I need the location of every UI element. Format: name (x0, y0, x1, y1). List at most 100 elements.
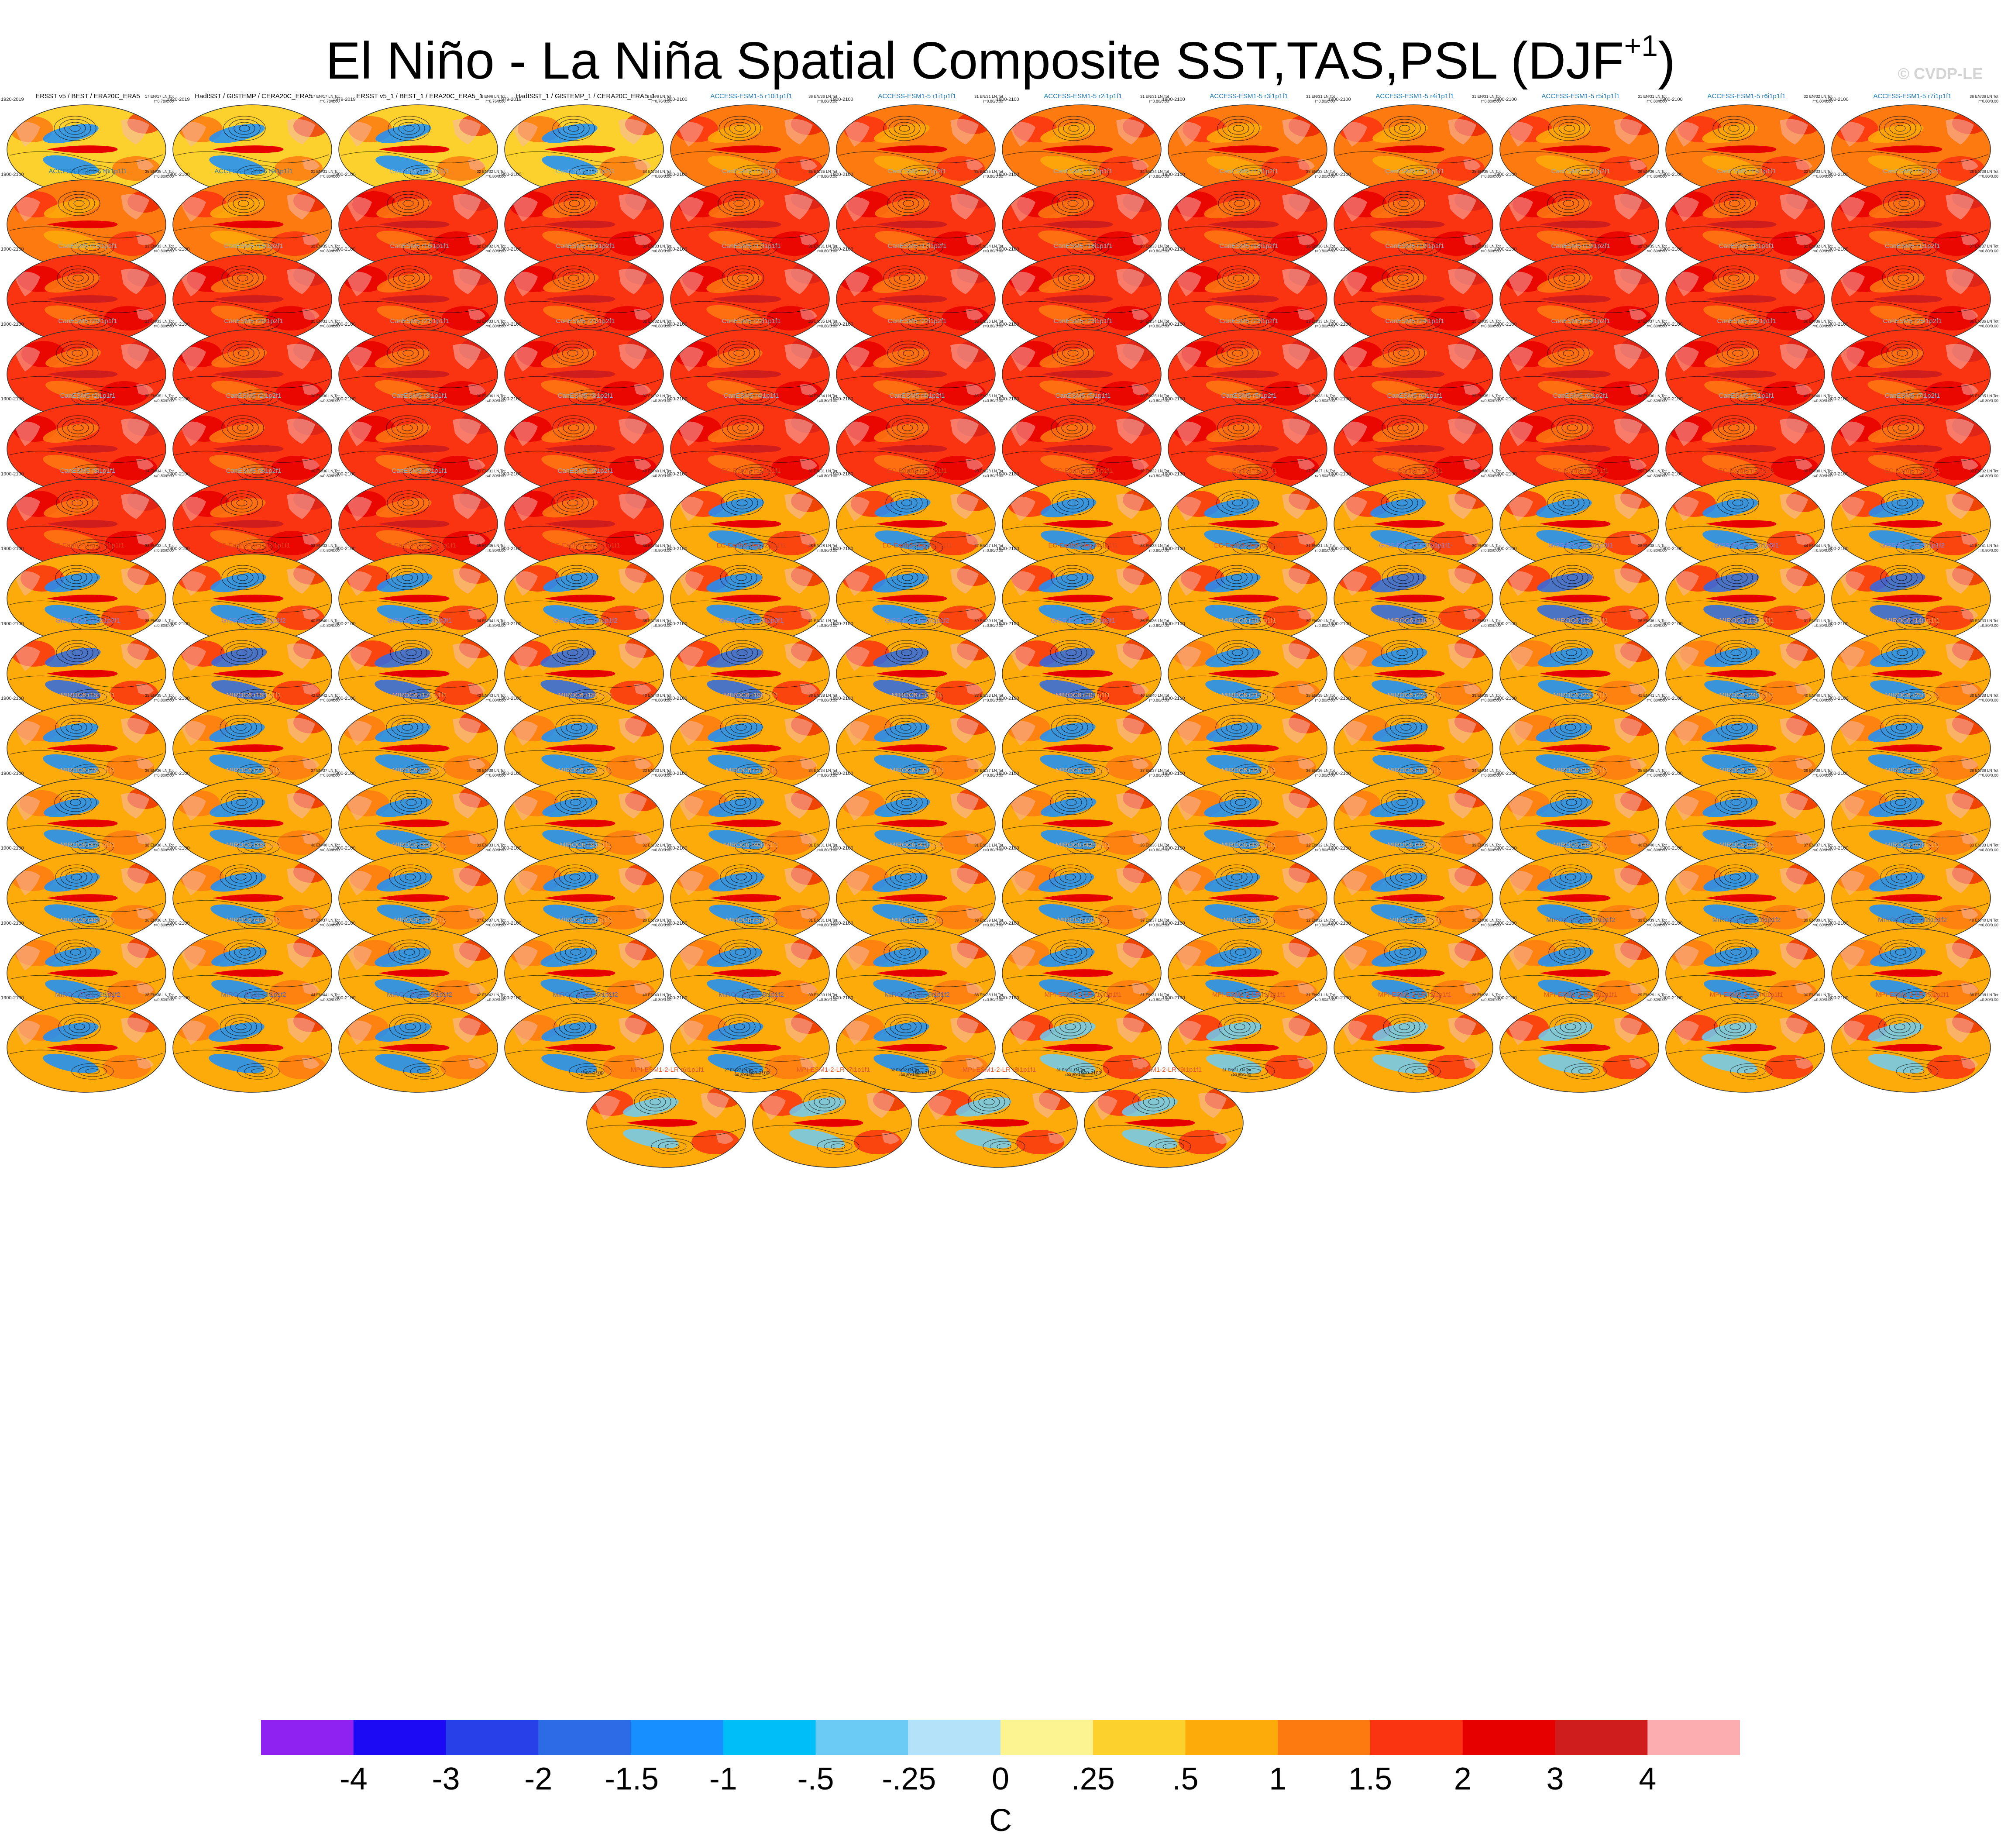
panel-title: MIROC6 r2i1p1f1 (725, 766, 777, 774)
panel-title: MIROC6 r35i1p1f1 (1719, 766, 1774, 774)
psl-contour (1668, 526, 1822, 538)
map-svg (670, 928, 830, 1018)
psl-contour (583, 320, 598, 326)
land-mass (1946, 718, 1974, 743)
map-svg (1499, 104, 1659, 194)
colorbar-tick-label: -1.5 (605, 1762, 659, 1796)
psl-contour (1060, 946, 1082, 958)
psl-contour (1412, 170, 1427, 176)
land-mass (180, 421, 206, 446)
psl-contour (231, 496, 253, 509)
psl-contour (244, 1066, 273, 1077)
psl-contour (175, 600, 330, 613)
panel-title: MIROC6 r9i1p1f1 (1389, 916, 1441, 924)
land-mass (619, 1017, 647, 1043)
panel-period: 1900-2100 (664, 920, 688, 926)
psl-contour (673, 750, 827, 762)
psl-contour (749, 844, 763, 850)
psl-contour (78, 991, 107, 1002)
land-mass (800, 309, 817, 320)
land-mass (468, 609, 485, 619)
cool-anomaly (543, 273, 599, 293)
land-mass (966, 459, 983, 470)
psl-contour (997, 1143, 1011, 1149)
panel-stats: 17 EN/17 LN Tot r=0.78/0.00 (145, 94, 174, 103)
land-mass (453, 268, 481, 294)
land-mass (136, 309, 154, 320)
psl-contour (1502, 1050, 1657, 1062)
psl-contour (60, 568, 93, 587)
cool-anomaly (209, 1022, 265, 1042)
enso-warm-tongue (710, 145, 781, 153)
land-mass (1282, 568, 1310, 594)
land-mass (1297, 384, 1315, 395)
psl-contour (236, 799, 248, 805)
panel-period: 1979-2019 (499, 97, 522, 102)
map-panel: EC-Earth3-Veg r12i1p1f1 1900-2100 33 EN/33… (167, 539, 340, 696)
psl-contour (1910, 320, 1925, 326)
map-panel: MIROC6 r17i1p1f1 1900-2100 43 EN/43 LN Tot… (333, 689, 505, 846)
psl-contour (1393, 197, 1415, 210)
map-panel: MPI-ESM1-2-LR r2i1p1f1 1900-2100 28 EN/28 … (1328, 988, 1501, 1146)
psl-contour (9, 900, 164, 912)
psl-contour (749, 544, 763, 550)
psl-contour (1896, 874, 1907, 881)
psl-contour (889, 943, 921, 961)
land-mass (843, 122, 870, 147)
panel-title: MIROC6 r36i1p1f1 (1885, 766, 1940, 774)
psl-contour (721, 640, 763, 665)
map-panel: CanESM5 r11i1p2f1 1900-2100 35 EN/35 LN To… (830, 165, 1003, 322)
cool-anomaly (707, 348, 763, 368)
psl-contour (1881, 640, 1924, 665)
cool-anomaly (210, 230, 266, 250)
psl-contour (1889, 1020, 1911, 1033)
psl-contour (341, 675, 495, 688)
psl-contour (1502, 825, 1657, 837)
psl-contour (1246, 994, 1261, 999)
enso-warm-tongue (1540, 894, 1611, 902)
colorbar-swatch (1000, 1720, 1093, 1755)
map-svg (172, 404, 332, 494)
enso-warm-tongue (1042, 595, 1113, 602)
panel-stats: 35 EN/35 LN Tot r=0.80/0.00 (1472, 394, 1501, 403)
psl-contour (406, 649, 417, 656)
map-svg (1334, 1003, 1493, 1093)
psl-contour (1004, 226, 1159, 238)
anomaly-patch (432, 980, 480, 1005)
panel-stats: 33 EN/33 LN Tot r=0.80/0.00 (643, 768, 671, 778)
land-mass (966, 533, 983, 545)
psl-contour (915, 769, 929, 775)
psl-contour (1405, 467, 1434, 478)
psl-contour (724, 943, 756, 961)
land-mass (136, 833, 154, 844)
land-mass (180, 197, 206, 222)
psl-contour (1715, 790, 1757, 815)
colorbar-tick-label: 3 (1546, 1762, 1564, 1796)
cool-anomaly (375, 1054, 431, 1074)
land-mass (634, 159, 651, 170)
psl-contour (567, 499, 578, 506)
psl-contour (1066, 649, 1077, 656)
psl-contour (405, 1023, 416, 1030)
panel-stats: 32 EN/32 LN Tot r=0.80/0.00 (477, 244, 505, 253)
panel-title: ACCESS-ESM1-5 r3i1p1f1 (1210, 93, 1288, 100)
psl-contour (1138, 1092, 1170, 1111)
psl-contour (896, 796, 918, 809)
psl-contour (387, 341, 430, 365)
psl-contour (1564, 125, 1575, 132)
cool-anomaly (210, 572, 266, 592)
map-svg (504, 478, 664, 569)
cool-anomaly (543, 306, 599, 325)
panel-period: 1900-2100 (1328, 546, 1351, 551)
map-svg (836, 853, 996, 943)
psl-contour (1239, 242, 1268, 253)
psl-contour (1221, 718, 1253, 737)
panel-title: MIROC6 r19i1p1f1 (724, 692, 779, 699)
anomaly-patch (930, 530, 978, 555)
enso-warm-tongue (378, 894, 450, 902)
cool-anomaly (1041, 829, 1097, 849)
psl-contour (900, 1023, 911, 1030)
panel-period: 1900-2100 (333, 471, 356, 477)
land-mass (1614, 268, 1642, 294)
panel-stats: 32 EN/32 LN Tot r=0.80/0.00 (643, 843, 671, 852)
